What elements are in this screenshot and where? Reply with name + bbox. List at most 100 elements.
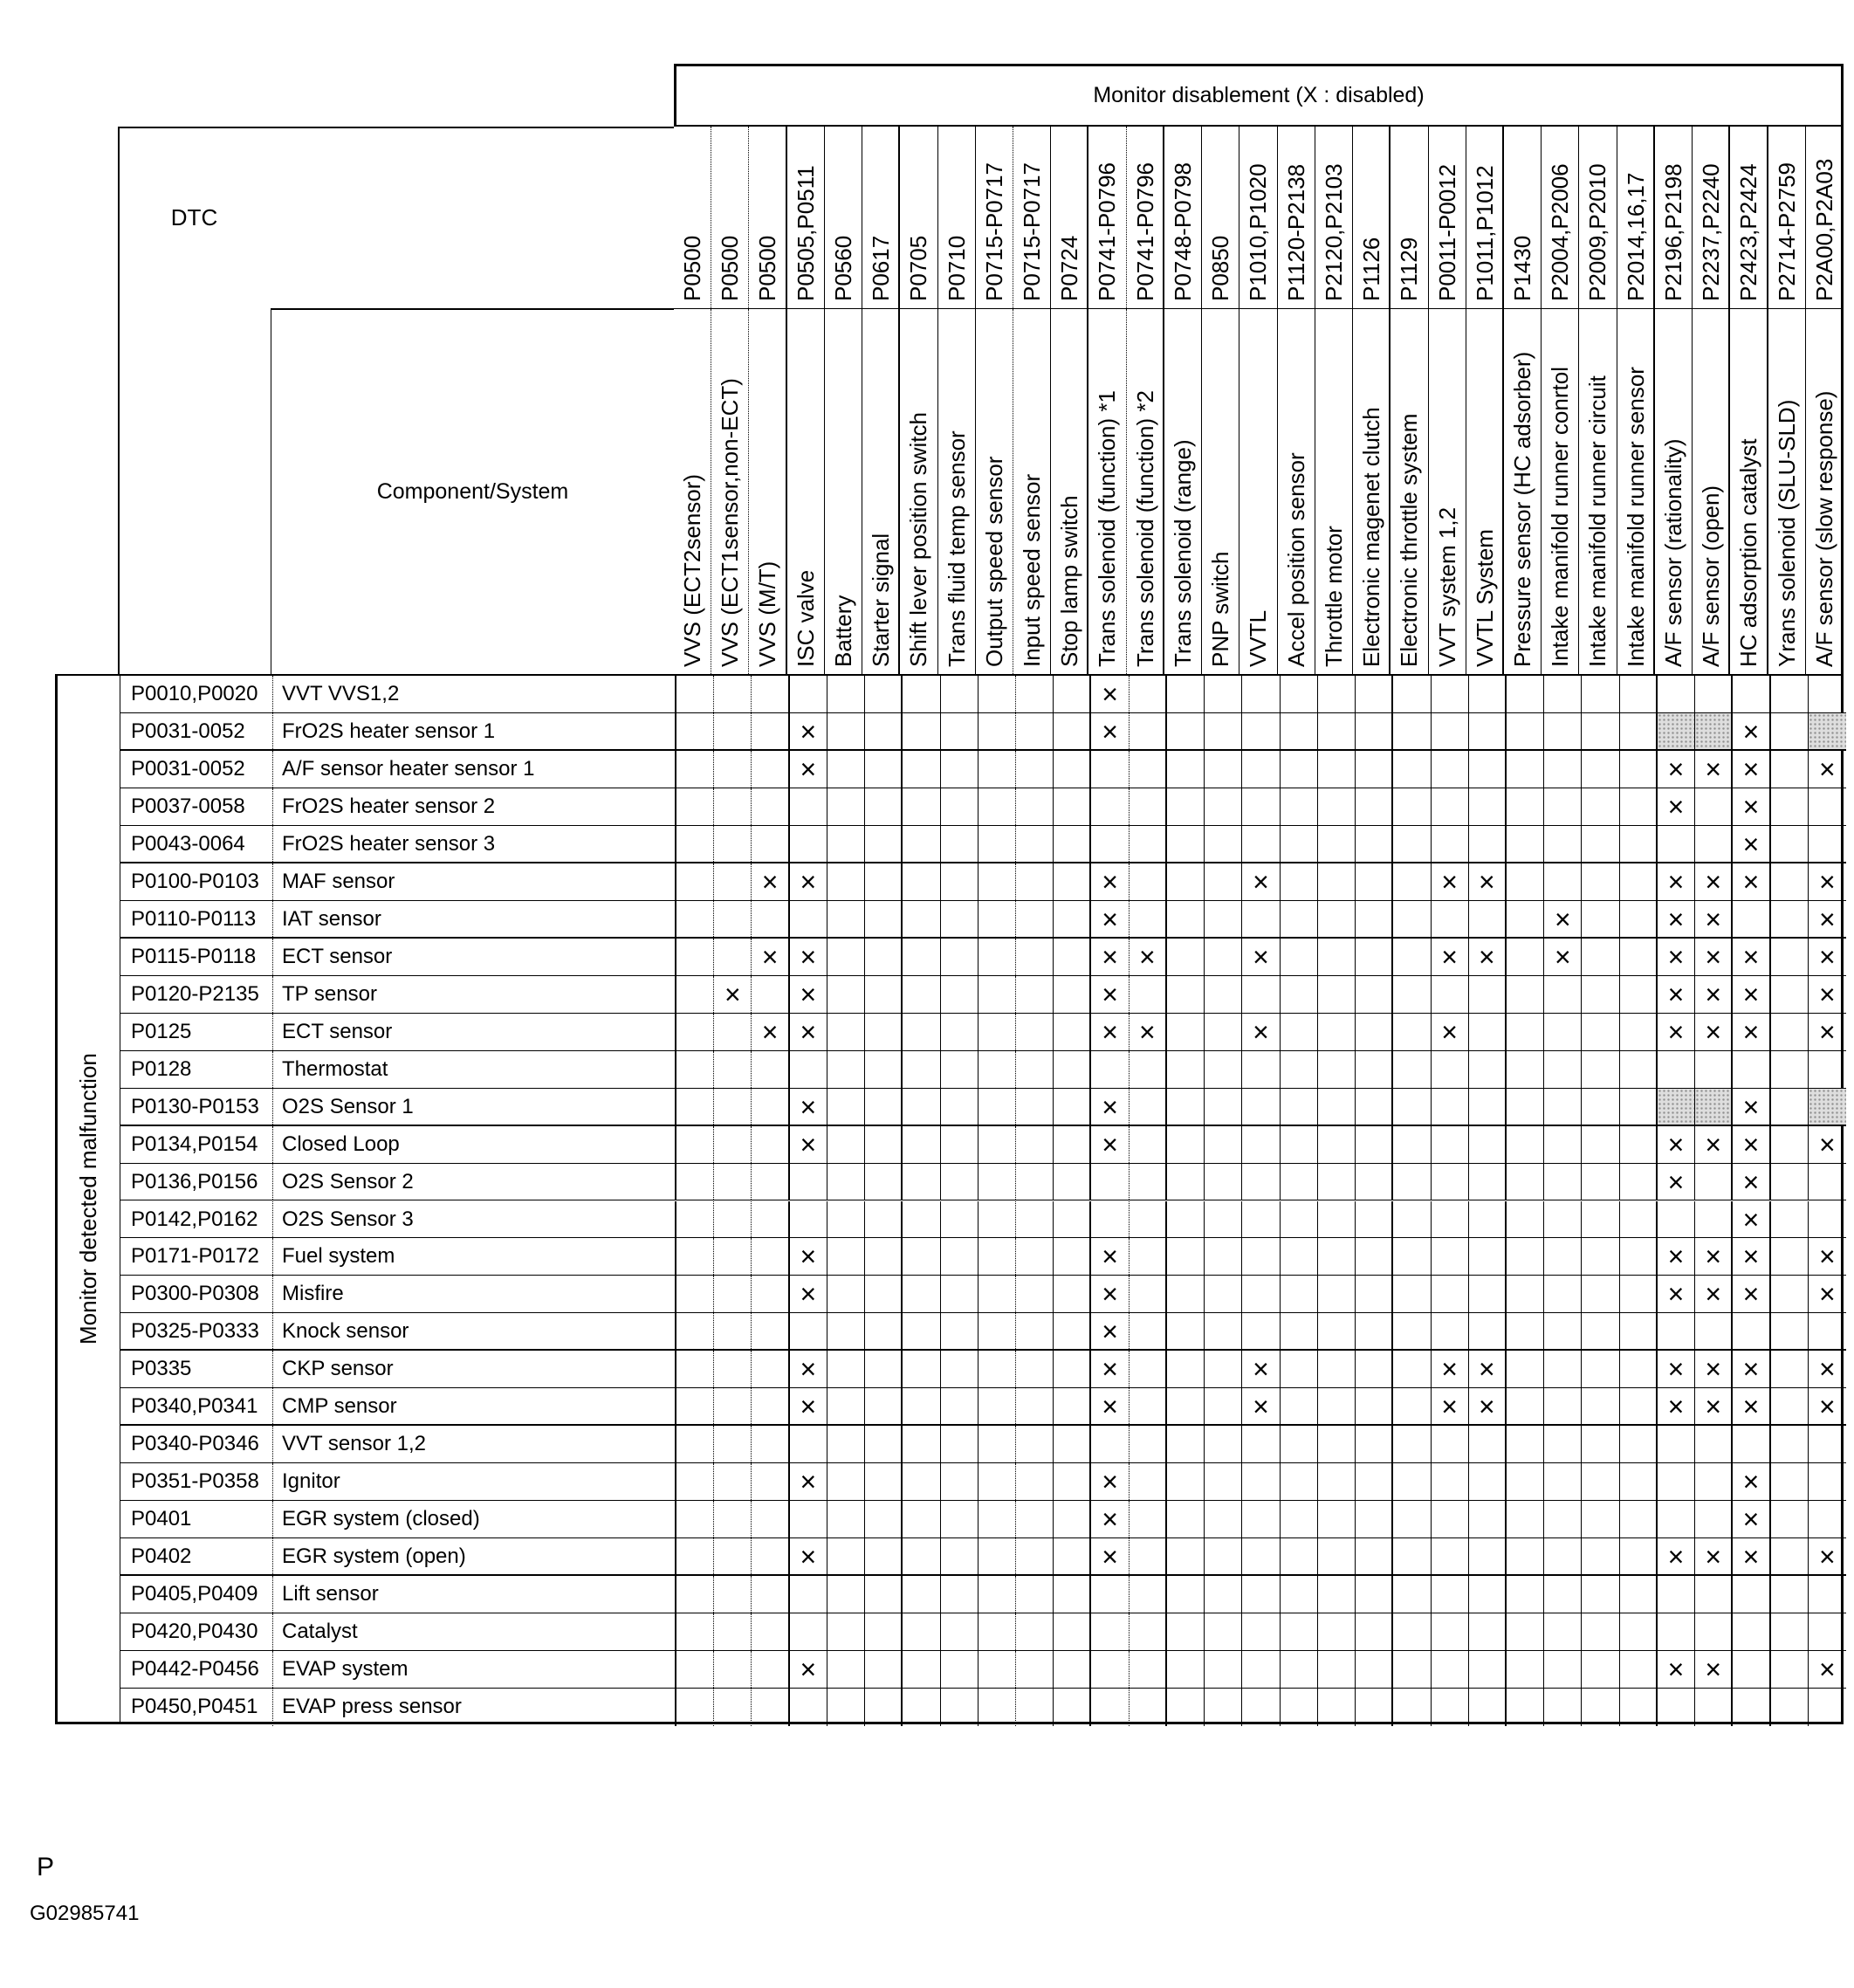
empty-cell bbox=[1318, 1238, 1356, 1276]
row-component-cell: VVT VVS1,2 bbox=[273, 676, 676, 712]
empty-cell bbox=[1432, 676, 1469, 712]
empty-cell bbox=[903, 1125, 941, 1163]
empty-cell bbox=[1733, 1576, 1771, 1613]
x-mark-cell: × bbox=[1091, 1538, 1130, 1575]
column-name-text: A/F sensor (open) bbox=[1698, 485, 1725, 667]
empty-cell bbox=[1205, 1013, 1243, 1050]
table-row: P0142,P0162 O2S Sensor 3 × bbox=[120, 1200, 1846, 1239]
empty-cell bbox=[790, 825, 827, 862]
empty-cell bbox=[1771, 975, 1809, 1013]
empty-cell bbox=[714, 1013, 752, 1050]
row-component-cell: EVAP system bbox=[273, 1651, 676, 1689]
empty-cell bbox=[1432, 975, 1469, 1013]
x-mark-cell: × bbox=[1819, 940, 1836, 973]
empty-cell bbox=[903, 1200, 941, 1238]
empty-cell bbox=[714, 676, 752, 712]
empty-cell bbox=[1544, 788, 1583, 825]
empty-cell bbox=[1507, 1013, 1545, 1050]
empty-cell bbox=[978, 1088, 1017, 1125]
empty-cell bbox=[1016, 1576, 1054, 1613]
empty-cell bbox=[752, 1689, 790, 1726]
empty-cell bbox=[1016, 1426, 1054, 1463]
x-mark-cell: × bbox=[1695, 938, 1734, 975]
row-component-cell: TP sensor bbox=[273, 975, 676, 1013]
empty-cell bbox=[1281, 712, 1318, 749]
empty-cell bbox=[827, 676, 866, 712]
empty-cell bbox=[865, 1501, 903, 1538]
column-code-text: P0505,P0511 bbox=[792, 165, 819, 301]
empty-cell bbox=[1167, 1651, 1205, 1689]
row-component-cell: Fuel system bbox=[273, 1238, 676, 1276]
x-mark-cell: × bbox=[1091, 1351, 1130, 1388]
empty-cell bbox=[1469, 788, 1507, 825]
empty-cell bbox=[714, 1200, 752, 1238]
shaded-cell bbox=[1808, 712, 1846, 749]
empty-cell bbox=[1016, 1088, 1054, 1125]
empty-cell bbox=[1620, 1276, 1658, 1313]
x-mark-cell: × bbox=[1733, 1125, 1771, 1163]
empty-cell bbox=[1809, 788, 1846, 825]
table-row: P0340,P0341 CMP sensor × × × × × × × × × bbox=[120, 1388, 1846, 1427]
column-name-text: Intake manifold runner circuit bbox=[1584, 375, 1611, 667]
empty-cell bbox=[1620, 900, 1658, 937]
empty-cell bbox=[1242, 750, 1281, 788]
empty-cell bbox=[1544, 1088, 1583, 1125]
empty-cell bbox=[1582, 1276, 1620, 1313]
column-code-text: P0617 bbox=[868, 235, 895, 301]
empty-cell bbox=[1054, 1388, 1092, 1425]
table-row: P0136,P0156 O2S Sensor 2 × × bbox=[120, 1163, 1846, 1201]
empty-cell bbox=[1544, 1388, 1583, 1425]
x-mark-cell: × bbox=[1695, 1013, 1734, 1050]
empty-cell bbox=[714, 1313, 752, 1350]
empty-cell bbox=[1771, 788, 1809, 825]
empty-cell bbox=[1130, 1200, 1167, 1238]
empty-cell bbox=[1507, 1238, 1545, 1276]
x-mark-cell: × bbox=[790, 1351, 827, 1388]
x-mark-cell: × bbox=[1091, 676, 1130, 712]
empty-cell bbox=[714, 1276, 752, 1313]
empty-cell bbox=[1167, 900, 1205, 937]
empty-cell bbox=[978, 1313, 1017, 1350]
empty-cell bbox=[903, 1088, 941, 1125]
empty-cell bbox=[676, 788, 715, 825]
column-code: P1129 bbox=[1390, 127, 1429, 308]
empty-cell bbox=[1318, 1125, 1356, 1163]
row-component-cell: EVAP press sensor bbox=[273, 1689, 676, 1726]
x-mark-cell: × bbox=[1695, 1238, 1734, 1276]
column-code-text: P0705 bbox=[905, 235, 932, 301]
empty-cell bbox=[1167, 975, 1205, 1013]
empty-cell bbox=[1356, 1238, 1394, 1276]
x-mark-cell: × bbox=[1695, 1125, 1734, 1163]
empty-cell bbox=[1356, 1050, 1394, 1088]
empty-cell bbox=[1242, 788, 1281, 825]
empty-cell bbox=[941, 1651, 978, 1689]
empty-cell bbox=[978, 1125, 1017, 1163]
empty-cell bbox=[1318, 1538, 1356, 1575]
empty-cell bbox=[1356, 1276, 1394, 1313]
empty-cell bbox=[827, 712, 866, 749]
x-mark-cell: × bbox=[1658, 750, 1696, 788]
empty-cell bbox=[1771, 1088, 1809, 1125]
empty-cell bbox=[1130, 1163, 1167, 1200]
empty-cell bbox=[865, 1013, 903, 1050]
empty-cell bbox=[1393, 1351, 1432, 1388]
x-mark-cell: × bbox=[1819, 753, 1836, 785]
empty-cell bbox=[1771, 825, 1809, 862]
empty-cell bbox=[1016, 1313, 1054, 1350]
column-name-text: Shift lever position switch bbox=[905, 412, 932, 667]
empty-cell bbox=[978, 1463, 1017, 1501]
empty-cell bbox=[865, 1238, 903, 1276]
empty-cell bbox=[1544, 1276, 1583, 1313]
table-row: P0335 CKP sensor × × × × × × × × × bbox=[120, 1351, 1846, 1389]
empty-cell bbox=[1507, 1351, 1545, 1388]
empty-cell bbox=[1544, 1689, 1583, 1726]
empty-cell bbox=[1620, 1388, 1658, 1425]
empty-cell bbox=[1432, 900, 1469, 937]
empty-cell bbox=[790, 788, 827, 825]
x-mark-cell: × bbox=[790, 975, 827, 1013]
empty-cell bbox=[1393, 1613, 1432, 1651]
column-name-text: PNP switch bbox=[1207, 551, 1234, 667]
empty-cell bbox=[1771, 712, 1809, 749]
empty-cell bbox=[941, 938, 978, 975]
column-name: Shift lever position switch bbox=[900, 309, 938, 674]
